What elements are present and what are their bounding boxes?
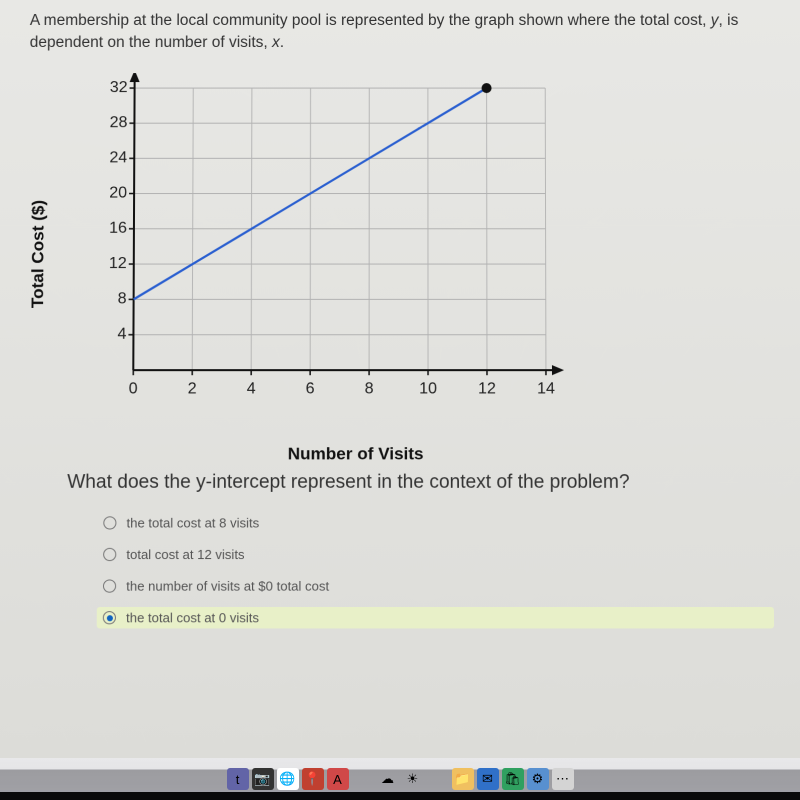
option-label: total cost at 12 visits	[126, 547, 244, 562]
xtick-label: 6	[295, 381, 325, 399]
xtick-label: 2	[177, 381, 207, 399]
pin-icon[interactable]: 📍	[302, 768, 324, 790]
xtick-label: 12	[472, 381, 502, 399]
answer-option[interactable]: the number of visits at $0 total cost	[97, 576, 774, 597]
radio-icon[interactable]	[103, 517, 116, 530]
edge-icon[interactable]: 🌐	[277, 768, 299, 790]
option-label: the total cost at 0 visits	[126, 610, 259, 625]
ytick-label: 12	[92, 255, 127, 273]
teams-icon[interactable]: t	[227, 768, 249, 790]
chart: Total Cost ($) Number of Visits 48121620…	[67, 73, 591, 436]
more-icon[interactable]: ⋯	[552, 768, 574, 790]
chart-svg	[108, 73, 571, 395]
screen-edge	[0, 792, 800, 800]
mail-icon[interactable]: ✉	[477, 768, 499, 790]
chart-xlabel: Number of Visits	[288, 445, 424, 465]
xtick-label: 0	[118, 381, 148, 399]
ytick-label: 20	[92, 185, 127, 203]
problem-statement: A membership at the local community pool…	[30, 10, 771, 53]
folder-icon[interactable]: 📁	[452, 768, 474, 790]
content-area: A membership at the local community pool…	[0, 0, 800, 770]
xtick-label: 10	[413, 381, 443, 399]
ytick-label: 4	[91, 326, 126, 344]
answer-option[interactable]: the total cost at 0 visits	[97, 607, 774, 628]
camera-icon[interactable]: 📷	[252, 768, 274, 790]
settings-icon[interactable]: ⚙	[527, 768, 549, 790]
ytick-label: 28	[92, 115, 127, 133]
ytick-label: 16	[92, 220, 127, 238]
answer-option[interactable]: the total cost at 8 visits	[97, 513, 773, 534]
option-label: the total cost at 8 visits	[126, 516, 259, 531]
problem-var-x: x	[272, 34, 280, 51]
store-icon[interactable]: 🛍	[502, 768, 524, 790]
chart-ylabel: Total Cost ($)	[28, 200, 49, 308]
option-label: the number of visits at $0 total cost	[126, 579, 329, 594]
cloud-icon[interactable]: ☁	[377, 768, 399, 790]
ytick-label: 32	[92, 79, 127, 97]
radio-icon[interactable]	[103, 580, 116, 593]
ytick-label: 24	[92, 150, 127, 168]
xtick-label: 4	[236, 381, 266, 399]
problem-text-post: .	[280, 34, 284, 51]
ytick-label: 8	[91, 291, 126, 309]
answer-options: the total cost at 8 visits total cost at …	[97, 513, 774, 629]
app-icon-1[interactable]: A	[327, 768, 349, 790]
radio-icon[interactable]	[103, 611, 116, 624]
divider-icon[interactable]	[352, 768, 374, 790]
xtick-label: 8	[354, 381, 384, 399]
divider-icon-2[interactable]	[427, 768, 449, 790]
question-text: What does the y-intercept represent in t…	[67, 472, 773, 494]
sun-icon[interactable]: ☀	[402, 768, 424, 790]
xtick-label: 14	[531, 381, 561, 399]
problem-text-pre: A membership at the local community pool…	[30, 12, 711, 29]
radio-icon[interactable]	[103, 548, 116, 561]
answer-option[interactable]: total cost at 12 visits	[97, 544, 774, 565]
